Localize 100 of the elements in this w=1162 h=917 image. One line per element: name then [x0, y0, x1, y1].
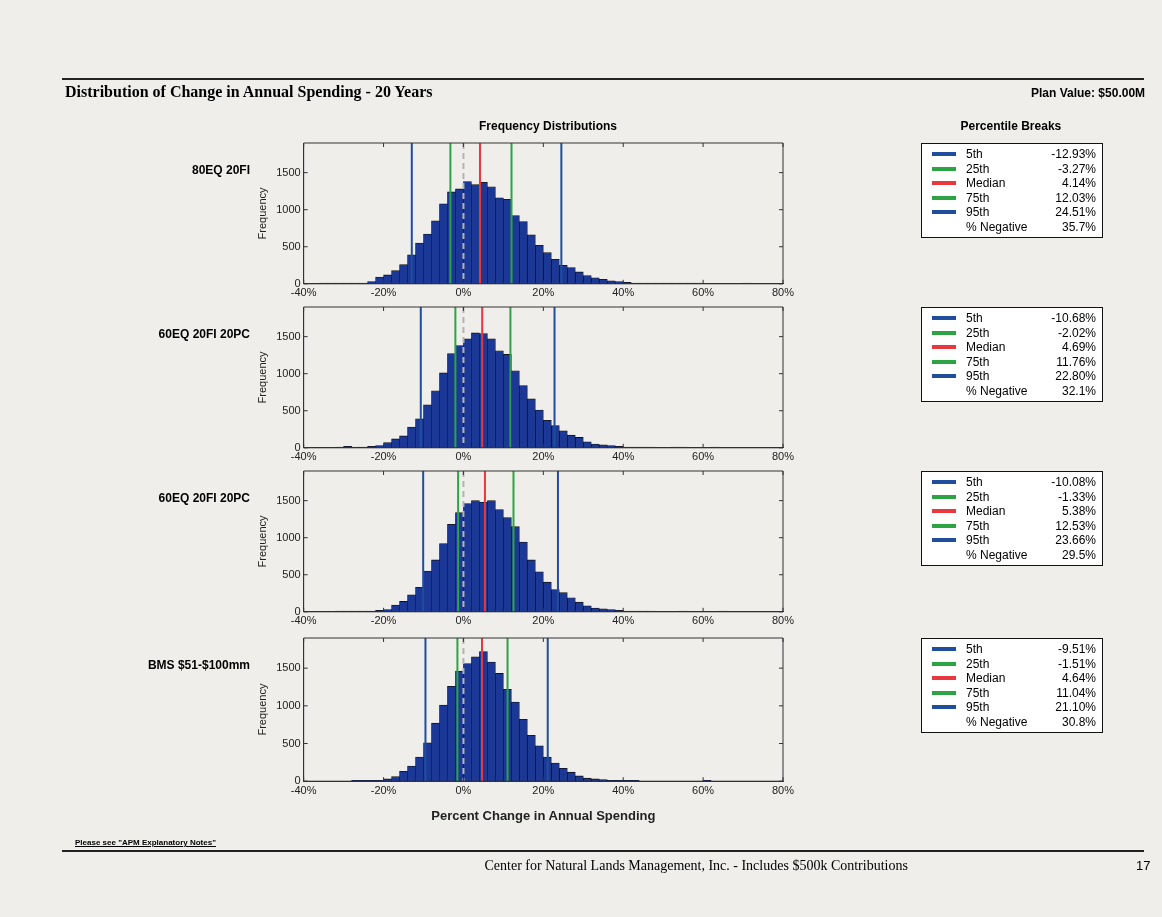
text: 25th	[966, 325, 990, 340]
x-tick-label: 80%	[771, 286, 795, 299]
text: 80EQ 20FI	[190, 163, 250, 177]
y-tick-label: 0	[294, 440, 301, 453]
x-tick-label: 0%	[455, 450, 472, 463]
text: 25th	[966, 656, 990, 671]
x-tick-label: 40%	[612, 286, 635, 299]
text: 60EQ 20FI 20PC	[157, 491, 250, 505]
y-axis-title: Frequency	[255, 683, 268, 736]
y-tick-label: 1000	[276, 698, 301, 711]
text: 29.5%	[1061, 547, 1096, 562]
x-tick-label: 20%	[532, 450, 555, 463]
text: Median	[966, 340, 1006, 355]
text: 5th	[966, 311, 983, 326]
x-tick-label: 20%	[532, 286, 555, 299]
text: 30.8%	[1061, 714, 1096, 729]
text: 5.38%	[1061, 504, 1096, 519]
text: 24.51%	[1055, 205, 1096, 220]
text: 25th	[966, 489, 990, 504]
text: 5th	[966, 475, 983, 490]
text: 5th	[966, 642, 983, 657]
x-tick-label: 60%	[692, 286, 715, 299]
text: -9.51%	[1057, 642, 1096, 657]
text: Frequency Distributions	[479, 119, 618, 133]
text: -1.51%	[1057, 656, 1096, 671]
x-tick-label: -20%	[370, 286, 397, 299]
text: 4.69%	[1061, 340, 1096, 355]
x-tick-label: -40%	[290, 614, 317, 627]
x-tick-label: -20%	[370, 614, 397, 627]
text: 22.80%	[1055, 369, 1096, 384]
y-axis-title: Frequency	[255, 350, 268, 404]
text: -3.27%	[1057, 161, 1096, 176]
x-tick-label: 60%	[692, 450, 715, 463]
y-tick-label: 500	[282, 567, 301, 580]
text: -2.02%	[1057, 325, 1096, 340]
x-tick-label: 40%	[612, 450, 635, 463]
text: 4.64%	[1061, 671, 1096, 686]
y-tick-label: 1000	[276, 530, 301, 543]
text: Plan Value: $50.00M	[1031, 86, 1146, 100]
x-axis-title: Percent Change in Annual Spending	[431, 807, 656, 823]
text: Median	[966, 671, 1006, 686]
y-tick-label: 500	[282, 403, 301, 416]
text: 11.76%	[1056, 354, 1096, 369]
x-tick-label: 40%	[612, 783, 635, 796]
text: Please see "APM Explanatory Notes"	[75, 838, 216, 847]
text: 21.10%	[1055, 700, 1096, 715]
y-tick-label: 1000	[276, 202, 301, 215]
text: 75th	[966, 190, 990, 205]
text: 32.1%	[1061, 383, 1096, 398]
text: 75th	[966, 685, 990, 700]
text: % Negative	[966, 714, 1028, 729]
x-tick-label: 0%	[455, 614, 472, 627]
x-tick-label: 40%	[612, 614, 635, 627]
x-tick-label: -20%	[370, 450, 397, 463]
text: 12.53%	[1055, 518, 1096, 533]
text: 75th	[966, 518, 990, 533]
y-tick-label: 500	[282, 239, 301, 252]
text: Center for Natural Lands Management, Inc. - Includes $500k Contributions	[484, 858, 908, 874]
text: -10.68%	[1051, 311, 1096, 326]
text: -1.33%	[1057, 489, 1096, 504]
text: 95th	[966, 700, 990, 715]
x-tick-label: 60%	[692, 614, 715, 627]
text: Median	[966, 504, 1006, 519]
x-tick-label: 20%	[532, 614, 555, 627]
text: -10.08%	[1051, 475, 1096, 490]
x-tick-label: 80%	[771, 614, 795, 627]
x-tick-label: 80%	[771, 783, 795, 796]
text: 23.66%	[1055, 533, 1096, 548]
text: % Negative	[966, 219, 1028, 234]
text: 35.7%	[1061, 219, 1096, 234]
text: 95th	[966, 533, 990, 548]
text: 5th	[966, 147, 983, 162]
text: Median	[966, 176, 1006, 191]
y-tick-label: 1000	[276, 366, 301, 379]
x-tick-label: -40%	[290, 286, 317, 299]
text: Percentile Breaks	[960, 119, 1062, 133]
y-axis-title: Frequency	[255, 514, 268, 568]
x-tick-label: 20%	[532, 783, 555, 796]
x-tick-label: -40%	[290, 450, 317, 463]
y-tick-label: 1500	[276, 165, 301, 178]
x-tick-label: -20%	[370, 783, 397, 796]
text: % Negative	[966, 383, 1028, 398]
x-tick-label: 0%	[455, 783, 472, 796]
x-tick-label: 80%	[771, 450, 795, 463]
x-tick-label: 60%	[692, 783, 715, 796]
text: 12.03%	[1055, 190, 1096, 205]
text: % Negative	[966, 547, 1028, 562]
text: BMS $51-$100mm	[146, 658, 250, 672]
chart-title: Distribution of Change in Annual Spending - 20 Years	[65, 83, 433, 101]
y-tick-label: 500	[282, 736, 301, 749]
y-tick-label: 1500	[276, 329, 301, 342]
text: 11.04%	[1056, 685, 1096, 700]
y-tick-label: 0	[294, 604, 301, 617]
text: 25th	[966, 161, 990, 176]
y-tick-label: 0	[294, 276, 301, 289]
text: 17	[1136, 858, 1151, 873]
text: 4.14%	[1061, 176, 1096, 191]
y-axis-title: Frequency	[255, 186, 268, 240]
y-tick-label: 1500	[276, 661, 301, 674]
text: 75th	[966, 354, 990, 369]
